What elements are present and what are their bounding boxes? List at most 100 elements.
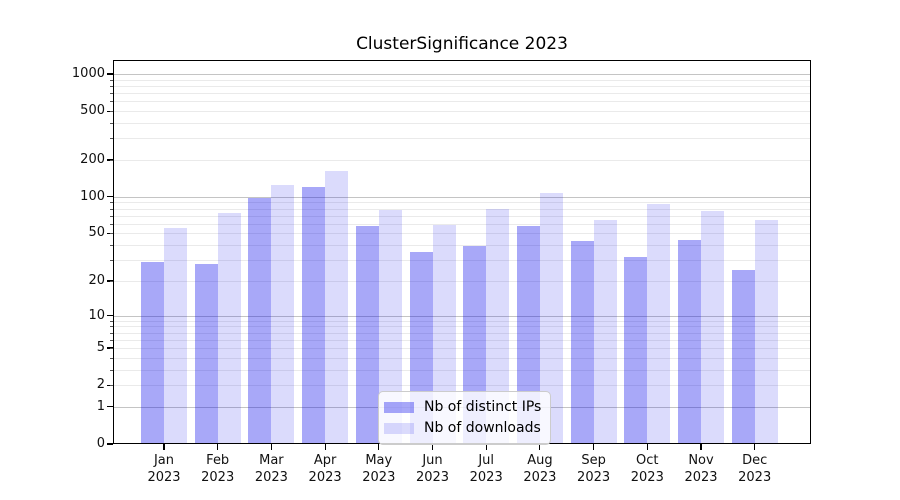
bar-nb-of-distinct-ips-jan[interactable] xyxy=(141,261,164,444)
y-tick-minor xyxy=(110,348,113,350)
bar-nb-of-distinct-ips-aug[interactable] xyxy=(516,225,540,444)
y-tick-minor xyxy=(110,332,113,334)
y-tick-minor xyxy=(110,138,113,140)
y-tick-minor xyxy=(110,85,113,87)
y-tick xyxy=(107,406,113,408)
y-tick-minor xyxy=(110,260,113,262)
y-tick-minor xyxy=(110,223,113,225)
bar-nb-of-distinct-ips-sep[interactable] xyxy=(570,241,594,444)
y-tick xyxy=(107,443,113,445)
y-gridline-minor xyxy=(113,223,811,225)
x-tick xyxy=(700,444,702,450)
y-tick-label: 1 xyxy=(96,398,105,414)
y-gridline-minor xyxy=(113,215,811,217)
x-tick xyxy=(646,444,648,450)
legend-label-distinct-ips: Nb of distinct IPs xyxy=(424,399,542,415)
bar-nb-of-downloads-feb[interactable] xyxy=(217,212,241,444)
y-gridline-minor xyxy=(113,208,811,210)
y-gridline-major xyxy=(113,315,811,317)
y-tick-minor xyxy=(110,93,113,95)
y-tick-minor xyxy=(110,326,113,328)
bar-nb-of-downloads-nov[interactable] xyxy=(701,210,724,444)
y-tick-minor xyxy=(110,111,113,113)
bar-nb-of-distinct-ips-oct[interactable] xyxy=(624,256,648,444)
x-tick xyxy=(593,444,595,450)
bar-nb-of-downloads-apr[interactable] xyxy=(325,170,349,444)
y-gridline-minor xyxy=(113,138,811,140)
x-tick xyxy=(754,444,756,450)
y-gridline-minor xyxy=(113,332,811,334)
y-gridline-minor xyxy=(113,160,811,161)
x-tick xyxy=(485,444,487,450)
bar-nb-of-downloads-sep[interactable] xyxy=(593,220,617,444)
y-tick-minor xyxy=(110,123,113,125)
bar-nb-of-distinct-ips-apr[interactable] xyxy=(302,187,326,444)
bar-nb-of-downloads-dec[interactable] xyxy=(754,220,778,444)
y-gridline-minor xyxy=(113,357,811,359)
y-gridline-minor xyxy=(113,280,811,282)
y-tick-minor xyxy=(110,215,113,217)
x-tick xyxy=(163,444,165,450)
y-gridline-minor xyxy=(113,339,811,341)
legend-label-downloads: Nb of downloads xyxy=(424,420,541,436)
y-tick xyxy=(107,196,113,198)
y-gridline-minor xyxy=(113,233,811,235)
bar-nb-of-downloads-aug[interactable] xyxy=(539,193,563,444)
bar-nb-of-distinct-ips-mar[interactable] xyxy=(248,198,272,444)
x-tick-label-mar: Mar 2023 xyxy=(254,453,288,485)
y-tick-label: 0 xyxy=(96,436,105,451)
y-tick-minor xyxy=(110,245,113,247)
x-tick-label-feb: Feb 2023 xyxy=(201,453,235,485)
y-tick-minor xyxy=(110,79,113,81)
y-tick-minor xyxy=(110,160,113,161)
y-tick-minor xyxy=(110,339,113,341)
y-tick-label: 20 xyxy=(88,272,105,288)
y-tick-label: 10 xyxy=(88,307,105,323)
y-gridline-minor xyxy=(113,202,811,204)
y-tick-minor xyxy=(110,202,113,204)
y-tick xyxy=(107,73,113,75)
x-tick-label-oct: Oct 2023 xyxy=(630,453,664,485)
y-gridline-minor xyxy=(113,385,811,387)
bar-nb-of-distinct-ips-nov[interactable] xyxy=(678,240,701,444)
y-gridline-minor xyxy=(113,369,811,371)
y-tick-label: 100 xyxy=(80,188,105,204)
x-tick xyxy=(378,444,380,450)
y-tick-minor xyxy=(110,357,113,359)
y-gridline-major xyxy=(113,196,811,198)
x-tick xyxy=(431,444,434,450)
bar-nb-of-downloads-may[interactable] xyxy=(378,210,402,444)
y-tick-minor xyxy=(110,385,113,387)
y-tick-label: 1000 xyxy=(71,66,105,82)
y-gridline-minor xyxy=(113,348,811,350)
bar-nb-of-downloads-oct[interactable] xyxy=(647,203,671,444)
y-tick-label: 200 xyxy=(80,152,105,167)
legend: Nb of distinct IPs Nb of downloads xyxy=(378,391,552,445)
y-tick xyxy=(107,347,113,349)
y-tick xyxy=(107,314,113,317)
bar-nb-of-distinct-ips-may[interactable] xyxy=(355,225,379,444)
y-gridline-minor xyxy=(113,79,811,81)
bar-nb-of-downloads-mar[interactable] xyxy=(271,184,295,444)
legend-item-downloads[interactable]: Nb of downloads xyxy=(384,418,541,438)
bar-nb-of-downloads-jul[interactable] xyxy=(486,209,510,444)
y-gridline-minor xyxy=(113,326,811,328)
x-tick-label-jun: Jun 2023 xyxy=(415,453,450,485)
y-gridline-minor xyxy=(113,123,811,125)
y-gridline-minor xyxy=(113,111,811,113)
legend-item-distinct-ips[interactable]: Nb of distinct IPs xyxy=(384,397,541,417)
legend-swatch-distinct-ips-icon xyxy=(384,401,414,413)
x-tick-label-jul: Jul 2023 xyxy=(469,453,503,485)
bar-nb-of-distinct-ips-dec[interactable] xyxy=(731,269,755,444)
bar-nb-of-downloads-jan[interactable] xyxy=(164,228,187,444)
bar-nb-of-downloads-jun[interactable] xyxy=(432,224,456,444)
y-tick-minor xyxy=(110,101,113,103)
y-tick-minor xyxy=(110,280,113,282)
y-tick-minor xyxy=(110,233,113,235)
bar-nb-of-distinct-ips-feb[interactable] xyxy=(194,263,218,444)
y-gridline-minor xyxy=(113,260,811,262)
y-tick-minor xyxy=(110,320,113,322)
x-tick xyxy=(217,444,219,450)
x-tick xyxy=(539,444,541,450)
